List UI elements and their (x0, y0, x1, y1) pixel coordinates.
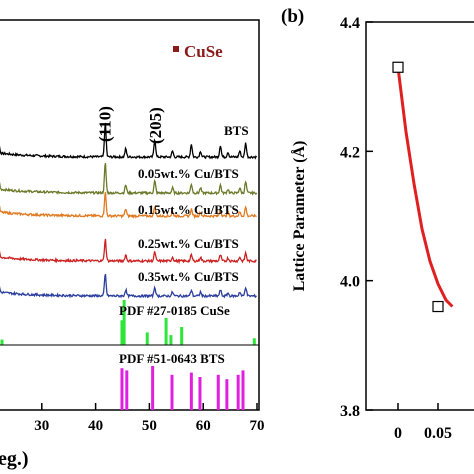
trace-1 (0, 163, 258, 197)
trace-3 (0, 238, 257, 265)
reference-label: PDF #27-0185 CuSe (119, 303, 230, 318)
x-tick-label: 50 (142, 418, 157, 434)
x-tick-label: 30 (34, 418, 49, 434)
y-tick-label: 4.4 (340, 15, 360, 32)
y-tick-label: 3.8 (340, 403, 360, 420)
x-tick-label: 60 (196, 418, 211, 434)
trace-2 (0, 191, 257, 220)
legend-marker-cuse (173, 46, 179, 52)
peak-label-205: (205) (146, 107, 165, 144)
trace-label: 0.25wt.% Cu/BTS (138, 236, 239, 251)
legend: CuSe (173, 42, 223, 61)
panel-a-frame (0, 19, 260, 411)
trace-label: BTS (224, 123, 249, 138)
trace-label: 0.05wt.% Cu/BTS (138, 166, 239, 181)
trace-4 (0, 273, 257, 300)
trace-labels: BTS 0.05wt.% Cu/BTS 0.15wt.% Cu/BTS 0.25wt.… (119, 123, 249, 366)
legend-label-cuse: CuSe (184, 42, 223, 61)
panel-b-x-axis: 0 0.05 (394, 403, 452, 442)
fit-curve (396, 67, 454, 308)
x-tick-label: 0.05 (424, 425, 452, 442)
peak-labels: (110) (205) (96, 106, 165, 144)
panel-a-xlabel-fragment: eg.) (0, 448, 29, 470)
data-point (392, 61, 404, 73)
peak-label-110: (110) (96, 106, 115, 142)
x-tick-label: 0 (394, 425, 402, 442)
reference-patterns (0, 300, 256, 410)
panel-b-ylabel: Lattice Parameter (Å) (290, 141, 308, 292)
panel-b-label: (b) (281, 6, 304, 27)
reference-label: PDF #51-0643 BTS (119, 351, 225, 366)
trace-0 (0, 122, 258, 160)
trace-label: 0.15wt.% Cu/BTS (138, 202, 239, 217)
panel-b: (b) 3.84.04.24.4 0 0.05 Lattice Parameter… (281, 6, 474, 442)
y-tick-label: 4.0 (340, 274, 360, 291)
x-tick-label: 70 (250, 418, 265, 434)
panel-a-x-axis: 304050607020 (34, 403, 265, 434)
y-tick-label: 4.2 (340, 144, 360, 161)
x-tick-label: 40 (88, 418, 103, 434)
trace-label: 0.35wt.% Cu/BTS (138, 269, 239, 284)
panel-b-frame (365, 21, 474, 411)
panel-a: 304050607020 eg.) CuSe (110)(205) BTS0.0… (0, 19, 265, 470)
data-point (432, 300, 444, 313)
panel-b-y-axis: 3.8 4.0 4.2 4.4 (340, 15, 373, 420)
diffraction-traces (0, 122, 258, 300)
data-points (392, 61, 444, 313)
